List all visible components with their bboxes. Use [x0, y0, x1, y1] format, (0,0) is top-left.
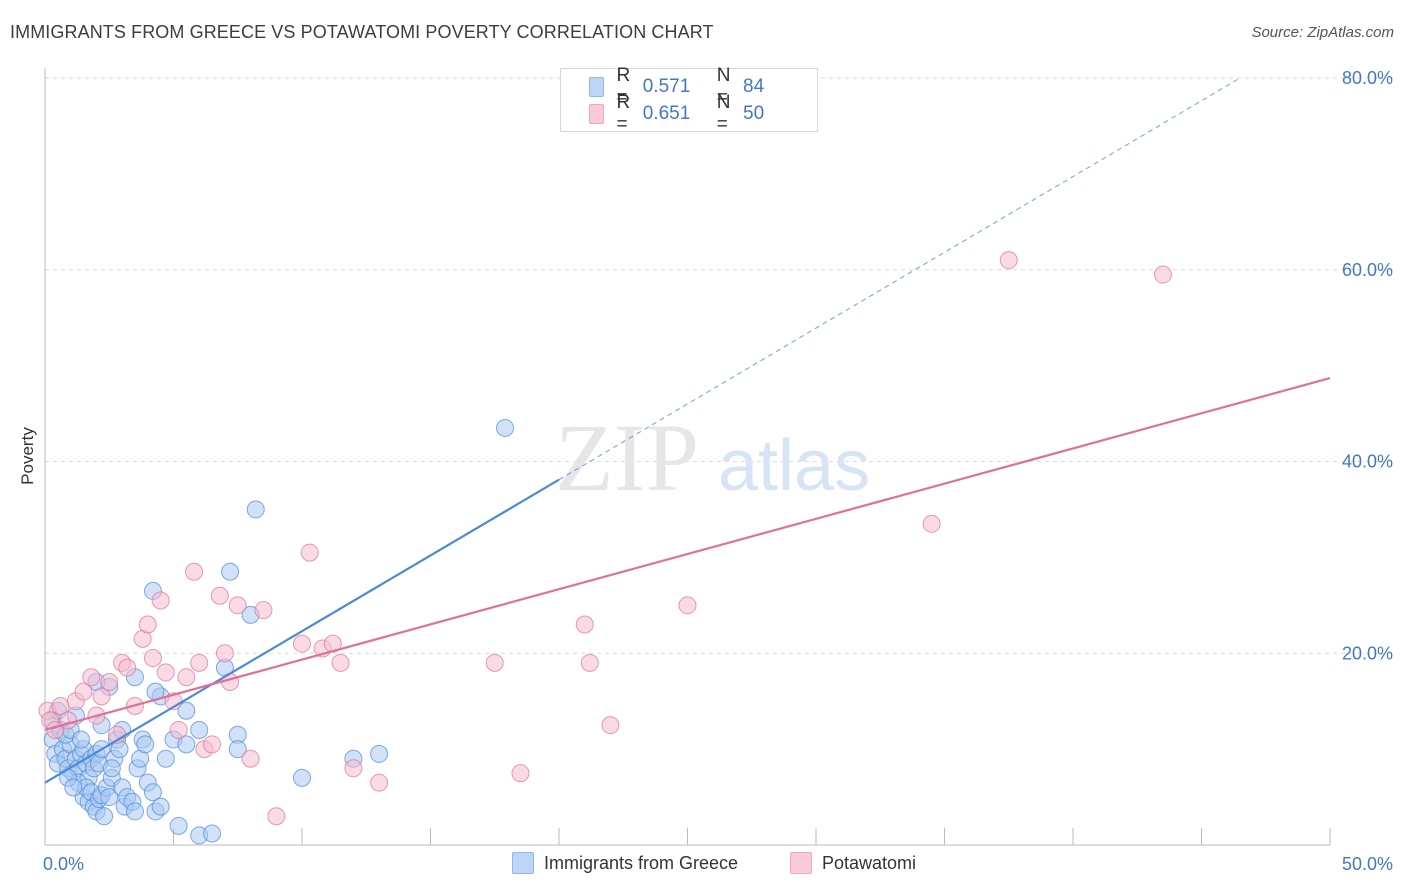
- point-potawatomi: [138, 615, 157, 634]
- series-legend-label: Potawatomi: [822, 852, 917, 873]
- y-tick-label: 60.0%: [1342, 260, 1393, 280]
- point-potawatomi: [185, 562, 204, 581]
- point-potawatomi: [601, 716, 620, 735]
- trend-extension-greece: [558, 77, 1241, 481]
- point-greece: [64, 778, 83, 797]
- point-greece: [156, 749, 175, 768]
- point-greece: [102, 759, 121, 778]
- point-greece: [136, 735, 155, 754]
- legend-swatch-potawatomi: [589, 104, 605, 124]
- point-greece: [71, 730, 90, 749]
- x-tick-label: 0.0%: [43, 854, 84, 874]
- y-axis-label: Poverty: [18, 427, 37, 485]
- point-potawatomi: [92, 687, 111, 706]
- point-potawatomi: [344, 759, 363, 778]
- series-legend-greece: Immigrants from Greece: [512, 852, 738, 874]
- point-potawatomi: [1153, 265, 1172, 284]
- legend-n-label: N =: [716, 92, 731, 135]
- point-potawatomi: [156, 663, 175, 682]
- point-potawatomi: [678, 596, 697, 615]
- point-potawatomi: [300, 543, 319, 562]
- watermark-atlas: atlas: [718, 426, 870, 506]
- point-potawatomi: [74, 682, 93, 701]
- point-potawatomi: [210, 586, 229, 605]
- point-greece: [190, 720, 209, 739]
- point-potawatomi: [331, 653, 350, 672]
- correlation-legend: R = 0.571 N = 84 R = 0.651 N = 50: [560, 65, 818, 135]
- y-tick-label: 20.0%: [1342, 643, 1393, 663]
- legend-r-value: 0.571: [642, 76, 691, 97]
- point-greece: [177, 701, 196, 720]
- point-potawatomi: [100, 673, 119, 692]
- grid-lines: [45, 77, 1392, 654]
- point-greece: [221, 562, 240, 581]
- point-potawatomi: [580, 653, 599, 672]
- point-potawatomi: [267, 807, 286, 826]
- point-greece: [100, 788, 119, 807]
- x-tick-label: 50.0%: [1342, 854, 1393, 874]
- point-potawatomi: [241, 749, 260, 768]
- legend-r-value: 0.651: [642, 103, 691, 124]
- point-potawatomi: [254, 601, 273, 620]
- point-potawatomi: [82, 668, 101, 687]
- watermark-zip: ZIP: [555, 404, 699, 511]
- series-swatch-potawatomi: [790, 852, 812, 874]
- legend-n-label: N =: [716, 65, 731, 108]
- point-potawatomi: [999, 251, 1018, 270]
- series-legend-potawatomi: Potawatomi: [790, 852, 916, 874]
- point-potawatomi: [190, 653, 209, 672]
- point-greece: [203, 824, 222, 843]
- point-potawatomi: [511, 764, 530, 783]
- y-tick-label: 40.0%: [1342, 452, 1393, 472]
- series-legend: Immigrants from Greece Potawatomi: [0, 852, 1406, 878]
- point-greece: [246, 500, 265, 519]
- series-swatch-greece: [512, 852, 534, 874]
- legend-swatch-greece: [589, 77, 605, 97]
- point-greece: [370, 744, 389, 763]
- point-greece: [125, 802, 144, 821]
- legend-r-label: R =: [616, 92, 631, 135]
- point-greece: [95, 807, 114, 826]
- point-greece: [143, 783, 162, 802]
- point-potawatomi: [293, 634, 311, 653]
- trend-line-greece: [44, 478, 560, 784]
- chart-title: IMMIGRANTS FROM GREECE VS POTAWATOMI POV…: [10, 22, 714, 42]
- point-greece: [151, 797, 170, 816]
- point-potawatomi: [215, 644, 234, 663]
- point-potawatomi: [118, 658, 137, 677]
- watermark: ZIP atlas: [555, 404, 870, 511]
- point-potawatomi: [228, 596, 247, 615]
- source-credit: Source: ZipAtlas.com: [1251, 24, 1394, 41]
- point-potawatomi: [151, 591, 170, 610]
- point-potawatomi: [922, 514, 941, 533]
- y-tick-label: 80.0%: [1342, 68, 1393, 88]
- tick-labels: 20.0% 40.0% 60.0% 80.0% 0.0% 50.0%: [43, 68, 1393, 874]
- trend-lines: [44, 77, 1331, 784]
- point-greece: [177, 735, 196, 754]
- point-potawatomi: [143, 649, 162, 668]
- point-greece: [228, 740, 247, 759]
- legend-row-potawatomi: R = 0.651 N = 50: [561, 92, 817, 135]
- point-greece: [169, 816, 188, 835]
- point-greece: [496, 418, 515, 437]
- data-points: [38, 251, 1172, 845]
- series-legend-label: Immigrants from Greece: [544, 852, 739, 873]
- legend-r-label: R =: [616, 65, 631, 108]
- point-potawatomi: [485, 653, 504, 672]
- trend-line-potawatomi: [44, 377, 1331, 732]
- legend-n-value: 84: [743, 76, 765, 97]
- legend-row-greece: R = 0.571 N = 84: [561, 65, 817, 108]
- point-potawatomi: [370, 773, 389, 792]
- point-potawatomi: [575, 615, 594, 634]
- point-potawatomi: [203, 735, 222, 754]
- legend-n-value: 50: [743, 103, 765, 124]
- point-greece: [293, 768, 311, 787]
- point-potawatomi: [177, 668, 196, 687]
- point-potawatomi: [169, 720, 188, 739]
